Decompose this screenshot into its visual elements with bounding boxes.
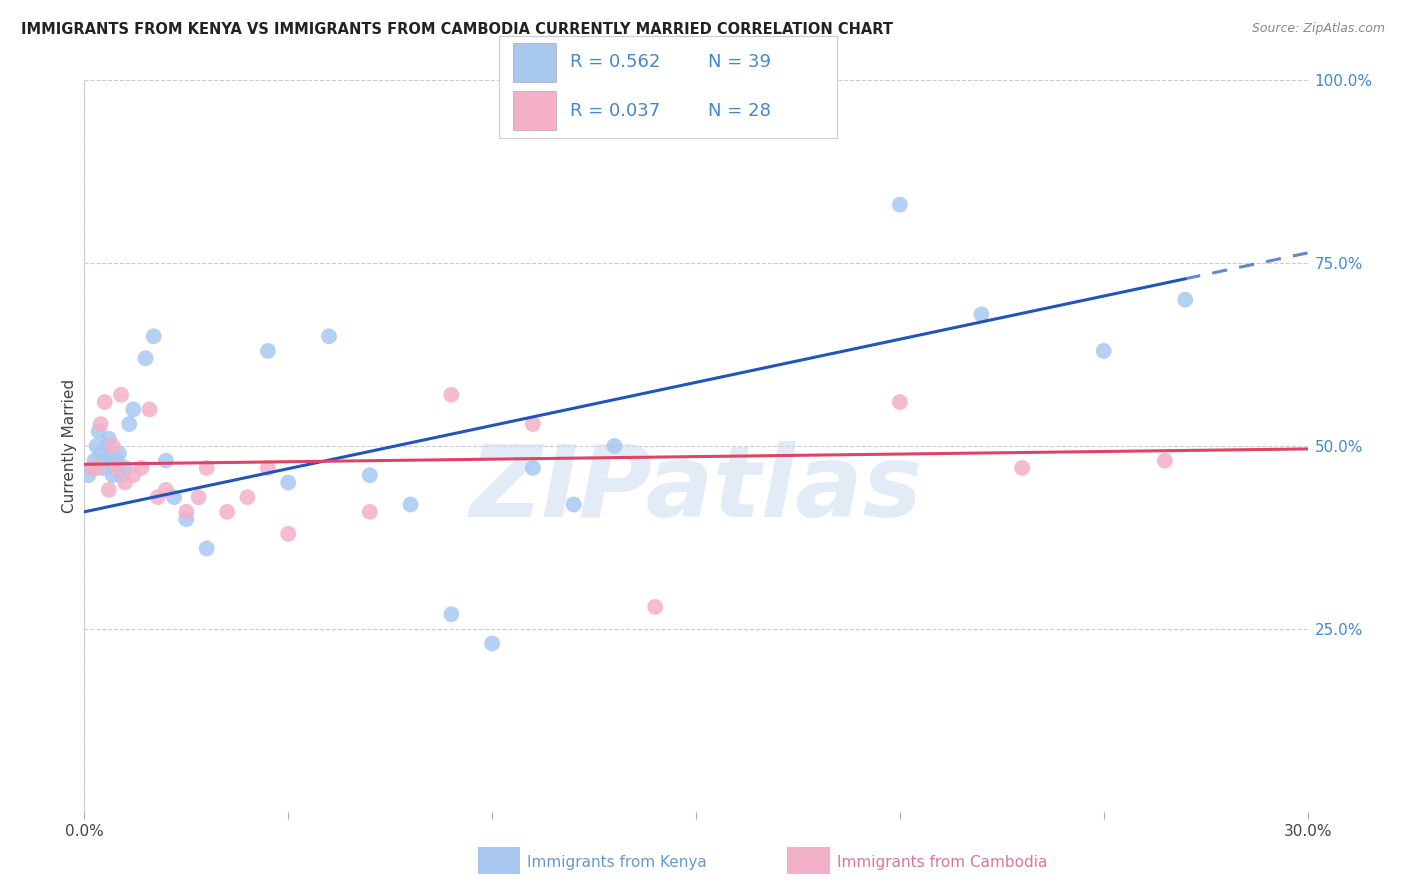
- Point: [118, 417, 141, 431]
- Point: [644, 599, 666, 614]
- Point: [195, 541, 218, 556]
- Point: [970, 307, 993, 321]
- Point: [217, 505, 239, 519]
- Point: [82, 461, 104, 475]
- Point: [122, 468, 145, 483]
- Point: [236, 490, 259, 504]
- Point: [1154, 453, 1177, 467]
- Point: [82, 461, 104, 475]
- Point: [96, 439, 118, 453]
- Point: [522, 417, 544, 431]
- Point: [399, 498, 422, 512]
- Bar: [513, 91, 557, 130]
- Text: R = 0.037: R = 0.037: [569, 102, 661, 120]
- Point: [83, 453, 105, 467]
- Point: [562, 498, 585, 512]
- Point: [146, 490, 169, 504]
- Point: [187, 490, 209, 504]
- Point: [101, 468, 124, 483]
- Point: [86, 439, 108, 453]
- Y-axis label: Currently Married: Currently Married: [62, 379, 77, 513]
- Text: N = 28: N = 28: [709, 102, 772, 120]
- Point: [277, 526, 299, 541]
- Point: [440, 607, 463, 622]
- Point: [110, 468, 132, 483]
- Point: [105, 453, 128, 467]
- Point: [108, 446, 131, 460]
- Point: [359, 468, 381, 483]
- Point: [359, 505, 381, 519]
- Text: IMMIGRANTS FROM KENYA VS IMMIGRANTS FROM CAMBODIA CURRENTLY MARRIED CORRELATION : IMMIGRANTS FROM KENYA VS IMMIGRANTS FROM…: [21, 22, 893, 37]
- Point: [93, 453, 117, 467]
- Point: [1092, 343, 1115, 358]
- Point: [195, 461, 218, 475]
- Point: [889, 197, 911, 211]
- Point: [90, 446, 112, 460]
- Point: [522, 461, 544, 475]
- Point: [257, 461, 280, 475]
- Text: R = 0.562: R = 0.562: [569, 54, 661, 71]
- Point: [122, 402, 145, 417]
- Point: [174, 512, 197, 526]
- Point: [114, 461, 136, 475]
- Point: [603, 439, 626, 453]
- Point: [87, 425, 110, 439]
- Point: [131, 461, 153, 475]
- Point: [138, 402, 160, 417]
- Point: [90, 417, 112, 431]
- Point: [97, 483, 120, 497]
- Point: [135, 351, 157, 366]
- Point: [97, 432, 120, 446]
- Point: [174, 505, 197, 519]
- Point: [105, 461, 128, 475]
- Point: [257, 343, 280, 358]
- Text: Immigrants from Kenya: Immigrants from Kenya: [527, 855, 707, 870]
- Point: [1174, 293, 1197, 307]
- Text: Immigrants from Cambodia: Immigrants from Cambodia: [837, 855, 1047, 870]
- Point: [481, 636, 503, 650]
- Point: [110, 388, 132, 402]
- Point: [101, 439, 124, 453]
- Text: Source: ZipAtlas.com: Source: ZipAtlas.com: [1251, 22, 1385, 36]
- Point: [163, 490, 186, 504]
- Point: [1011, 461, 1033, 475]
- Point: [318, 329, 340, 343]
- Point: [77, 468, 100, 483]
- Point: [155, 483, 177, 497]
- Point: [277, 475, 299, 490]
- Point: [114, 475, 136, 490]
- Point: [100, 453, 122, 467]
- Point: [142, 329, 165, 343]
- Point: [93, 395, 117, 409]
- Point: [91, 461, 114, 475]
- Text: ZIPatlas: ZIPatlas: [470, 442, 922, 539]
- Point: [86, 461, 108, 475]
- Point: [155, 453, 177, 467]
- Text: N = 39: N = 39: [709, 54, 772, 71]
- Bar: [513, 43, 557, 82]
- Point: [104, 461, 127, 475]
- Point: [889, 395, 911, 409]
- Point: [440, 388, 463, 402]
